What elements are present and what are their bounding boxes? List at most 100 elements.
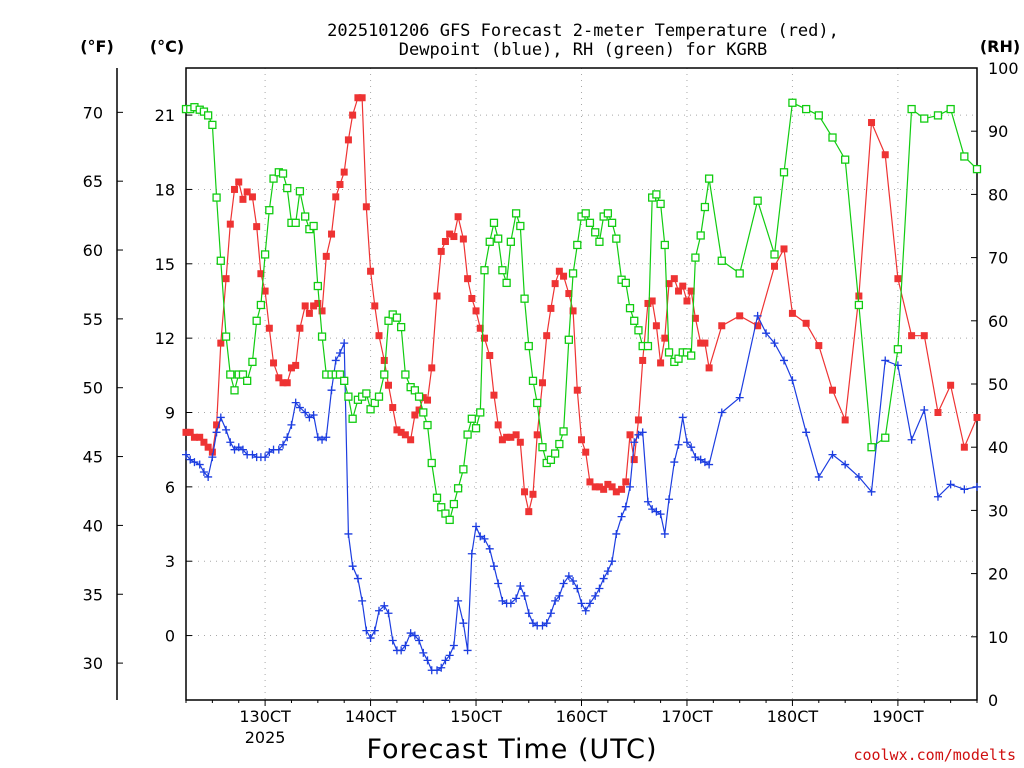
rh-point [463, 430, 472, 439]
dewpoint-point [643, 497, 652, 506]
temperature-point [354, 94, 362, 102]
rh-point [656, 199, 665, 209]
rh-point [441, 509, 450, 518]
temperature-point [670, 275, 678, 283]
temperature-point [521, 488, 529, 496]
rh-tick-label: 20 [988, 565, 1008, 584]
temperature-point [578, 436, 585, 444]
temperature-point [841, 416, 849, 424]
dewpoint-point [445, 651, 454, 660]
rh-tick-label: 80 [988, 185, 1008, 204]
rh-point [410, 386, 420, 395]
temperature-point [586, 478, 594, 486]
dewpoint-point [463, 646, 472, 655]
x-tick-label: 130CT [239, 707, 291, 726]
temperature-point [248, 193, 256, 201]
dewpoint-point [973, 482, 981, 491]
temperature-point [310, 302, 318, 310]
dewpoint-point [283, 433, 292, 442]
dewpoint-point [735, 393, 744, 402]
temperature-point [529, 490, 537, 498]
dewpoint-point [542, 619, 551, 628]
temperature-point [428, 364, 436, 372]
rh-point [427, 458, 436, 468]
temperature-point [196, 433, 204, 441]
dewpoint-point [621, 502, 630, 511]
temperature-point [683, 297, 691, 305]
rh-point [317, 332, 327, 341]
temperature-point [507, 433, 515, 441]
dewpoint-point [182, 450, 190, 459]
temperature-point [253, 223, 261, 231]
dewpoint-point [287, 420, 296, 429]
dewpoint-point [327, 386, 336, 395]
temperature-point [679, 282, 687, 290]
dewpoint-point [415, 636, 424, 645]
dewpoint-point [660, 529, 669, 538]
rh-point [546, 455, 556, 464]
temperature-point [454, 213, 462, 221]
dewpoint-point [551, 596, 560, 605]
rh-point [555, 439, 564, 449]
temperature-point [407, 436, 415, 444]
dewpoint-point [770, 339, 779, 348]
x-tick-label: 170CT [661, 707, 713, 726]
temperature-point [283, 379, 291, 387]
dewpoint-point [585, 599, 594, 608]
temperature-point [600, 485, 608, 493]
temperature-point [275, 374, 283, 382]
dewpoint-point [630, 438, 639, 447]
dewpoint-point [348, 562, 357, 571]
rh-point [779, 168, 789, 177]
data-series [181, 94, 982, 675]
rh-point [881, 433, 890, 442]
temperature-point [705, 364, 713, 372]
rh-point [419, 408, 428, 417]
rh-point [432, 493, 442, 502]
rh-point [208, 120, 217, 130]
temperature-point [675, 287, 683, 295]
celsius-tick-label: 3 [165, 552, 175, 571]
rh-point [453, 484, 463, 493]
rh-point [362, 389, 371, 398]
temperature-point [380, 356, 388, 364]
fahrenheit-tick-label: 65 [83, 172, 103, 191]
temperature-point [279, 379, 287, 387]
temperature-point [490, 391, 498, 399]
rh-point [203, 111, 213, 120]
dewpoint-point [441, 656, 450, 665]
rh-point [313, 281, 322, 291]
rh-point [704, 174, 714, 183]
dewpoint-point [717, 408, 726, 417]
temperature-point [555, 267, 563, 275]
temperature-point [538, 379, 546, 387]
rh-point [933, 111, 943, 120]
dewpoint-point [788, 376, 797, 385]
dewpoint-point [854, 472, 863, 481]
rh-point [573, 240, 582, 250]
dewpoint-point [419, 648, 428, 657]
rh-point [335, 370, 345, 379]
temperature-point [718, 322, 726, 330]
rh-tick-label: 100 [988, 59, 1019, 78]
temperature-point [419, 394, 427, 402]
temperature-point [868, 119, 876, 127]
temperature-point [446, 230, 454, 238]
dewpoint-point [520, 591, 529, 600]
temperature-point [292, 361, 300, 369]
rh-point [595, 237, 604, 246]
rh-point [384, 316, 393, 325]
temperature-point [626, 431, 634, 439]
rh-point [920, 114, 929, 123]
temperature-point [634, 416, 642, 424]
rh-tick-label: 40 [988, 438, 1008, 457]
rh-point [612, 234, 621, 243]
dewpoint-point [559, 579, 568, 588]
rh-point [380, 370, 389, 379]
temperature-point [261, 287, 269, 295]
temperature-point [433, 292, 441, 300]
temperature-point [231, 185, 239, 193]
fahrenheit-tick-label: 55 [83, 310, 103, 329]
celsius-tick-label: 6 [165, 478, 175, 497]
fahrenheit-tick-label: 30 [83, 654, 103, 673]
